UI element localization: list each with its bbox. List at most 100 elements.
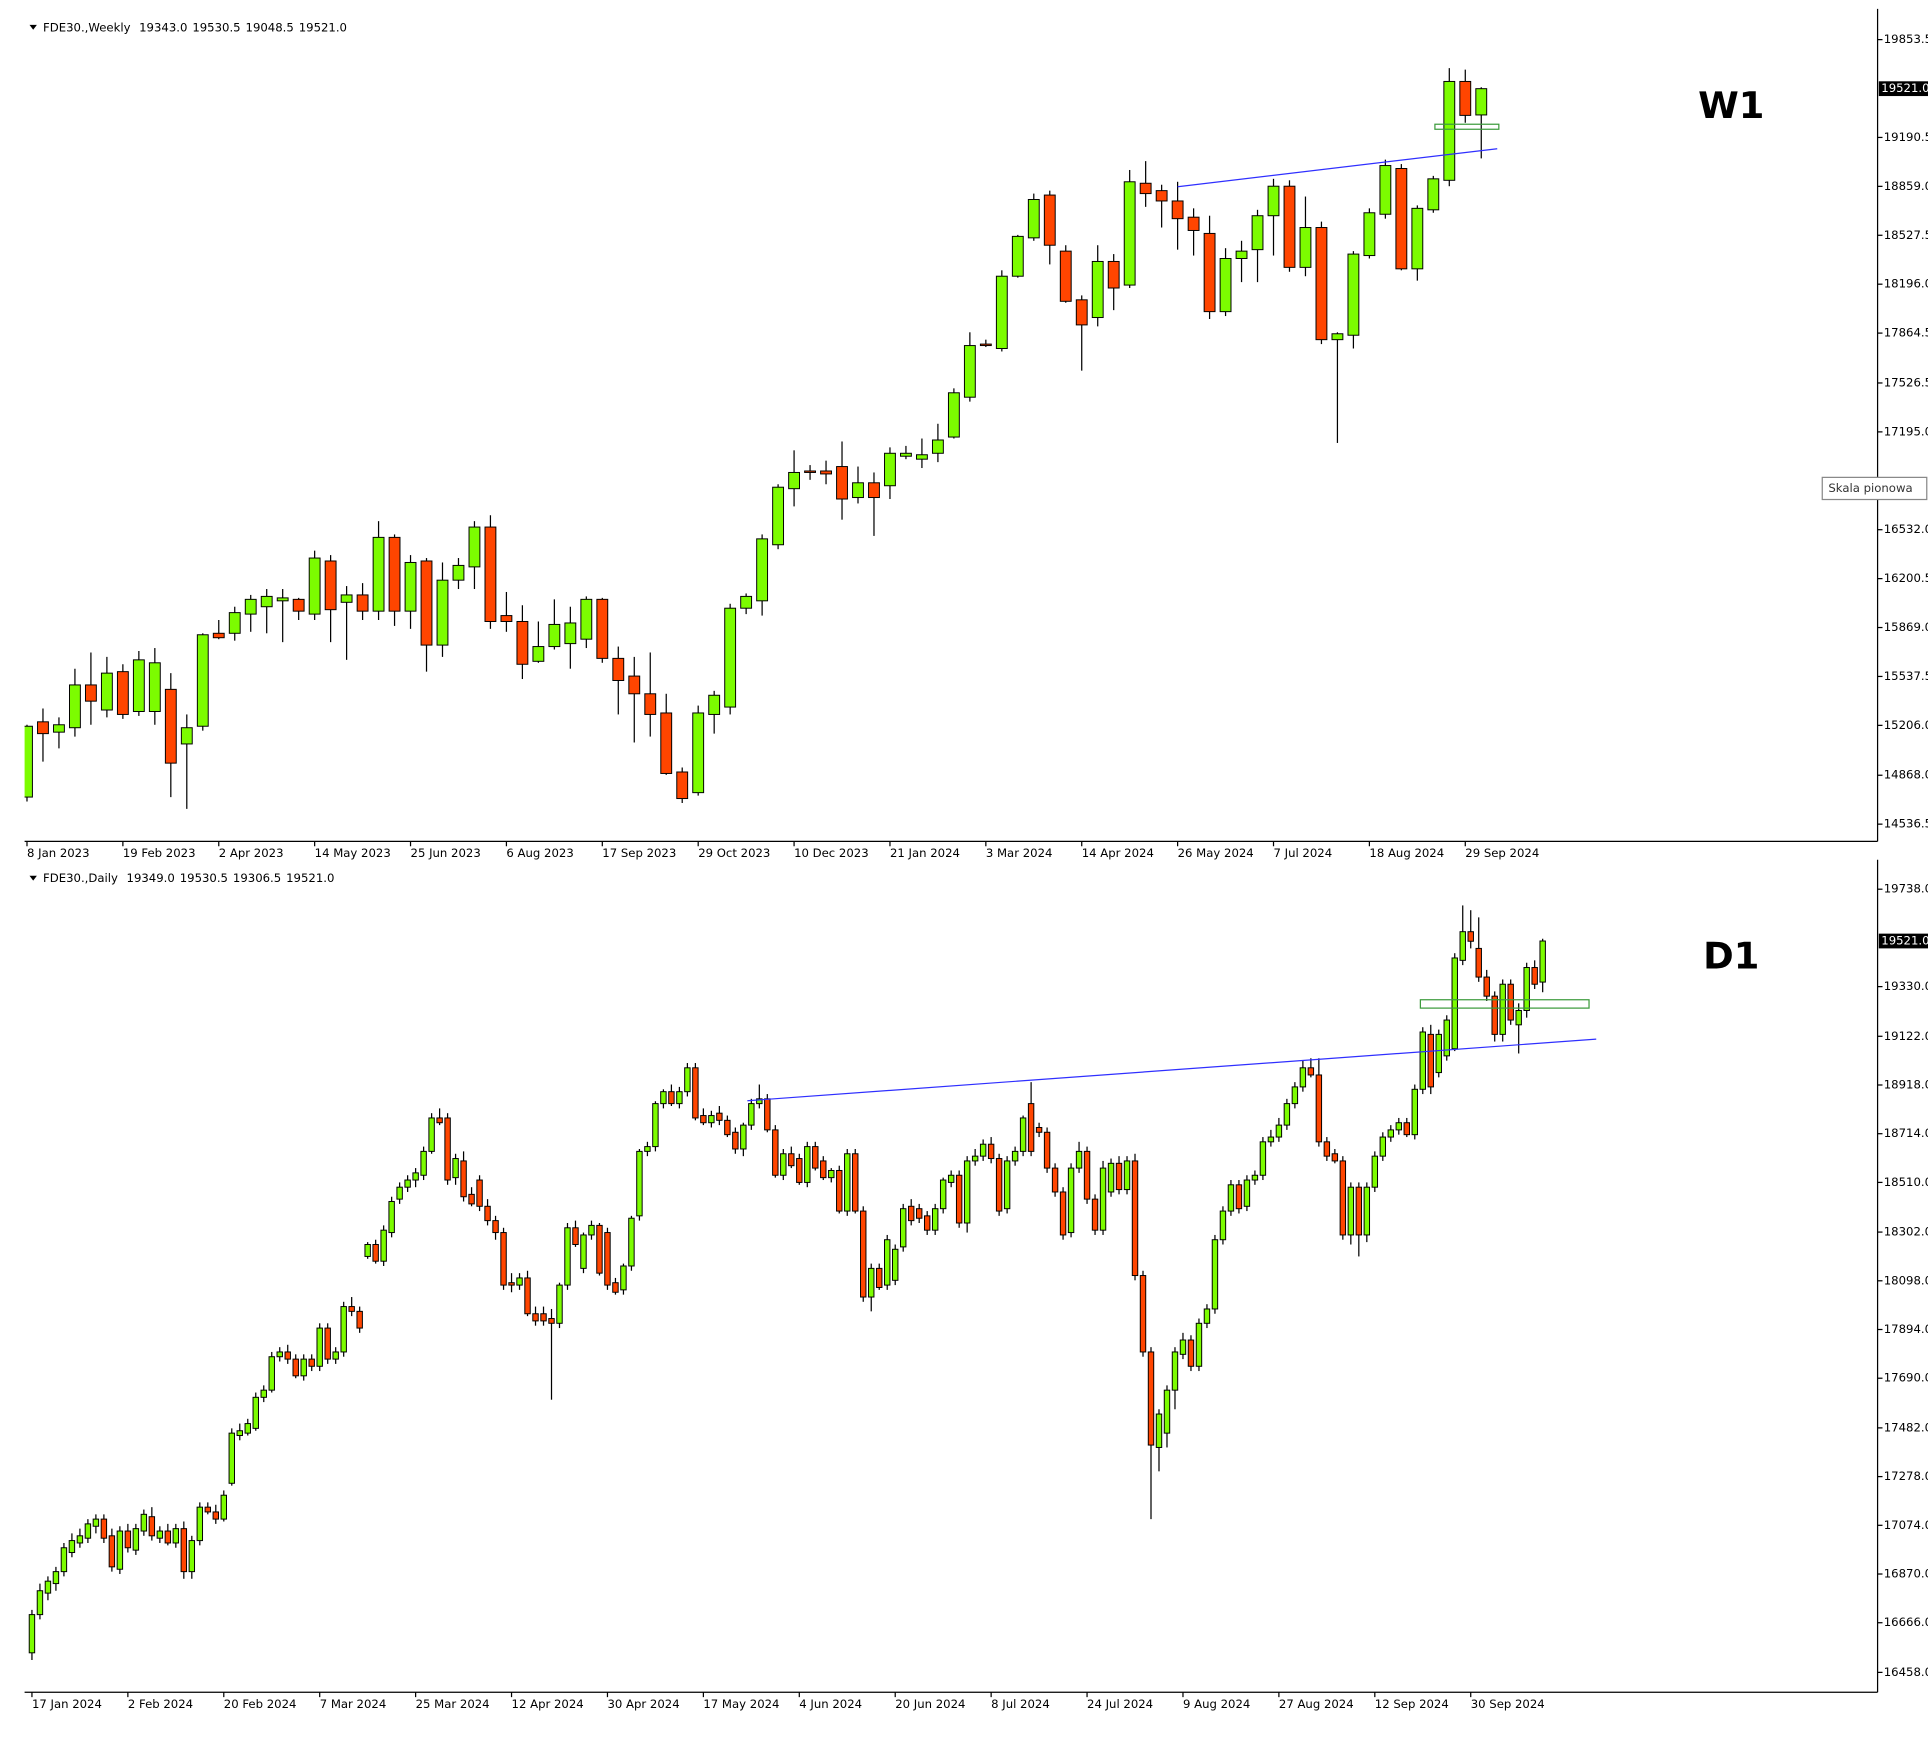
candle-body <box>324 560 337 611</box>
candle-body <box>1123 181 1136 286</box>
candle-body <box>963 1160 971 1224</box>
candle-body <box>876 1267 883 1288</box>
candle-body <box>1355 1186 1363 1236</box>
y-tick-label: 18510.0 <box>1884 1175 1928 1189</box>
candle-body <box>540 1313 547 1322</box>
candle-body <box>995 1158 1003 1212</box>
y-tick-label: 18196.0 <box>1884 277 1928 291</box>
candle-body <box>60 1547 68 1573</box>
candle-body <box>772 486 785 546</box>
candle-body <box>1283 1103 1291 1126</box>
price-zone <box>1419 999 1590 1009</box>
candle-body <box>1043 1131 1051 1169</box>
menu-triangle <box>29 24 37 30</box>
candle-body <box>852 1153 859 1212</box>
candle-body <box>1363 212 1376 257</box>
candle-body <box>1107 1162 1115 1193</box>
candle-body <box>516 620 529 665</box>
candle-body <box>1467 931 1474 942</box>
candle-body <box>308 1358 315 1367</box>
trendline <box>747 1038 1597 1102</box>
candle-body <box>404 561 417 612</box>
timeframe-label: D1 <box>1703 935 1759 978</box>
candle-body <box>900 1208 907 1248</box>
candle-body <box>140 1513 148 1532</box>
candle-body <box>1147 1351 1155 1446</box>
candle-body <box>1219 258 1232 313</box>
candle-body <box>548 623 561 648</box>
candle-body <box>740 1124 747 1150</box>
candle-body <box>1163 1389 1171 1434</box>
candle-body <box>1155 1413 1163 1448</box>
candle-body <box>404 1179 411 1188</box>
candle-body <box>756 538 769 602</box>
candle-body <box>764 1098 771 1131</box>
candle-body <box>1395 1122 1403 1131</box>
candle-body <box>987 1143 995 1160</box>
candle-body <box>1443 80 1456 181</box>
candle-body <box>740 595 753 609</box>
candle-body <box>836 1169 843 1212</box>
candle-body <box>1339 1160 1347 1236</box>
candle-body <box>1171 200 1184 220</box>
x-tick-label: 2 Feb 2024 <box>128 1697 193 1711</box>
candle-body <box>644 693 657 715</box>
candle-body <box>24 725 33 798</box>
candle-body <box>1331 333 1344 341</box>
y-tick-label: 18918.0 <box>1884 1077 1928 1091</box>
candle-body <box>612 1282 619 1293</box>
candle-body <box>220 1494 227 1520</box>
menu-triangle <box>29 875 37 881</box>
candle-body <box>1195 1322 1203 1367</box>
ohlc-value: 19530.5 <box>180 871 228 885</box>
x-tick-label: 17 Jan 2024 <box>32 1697 102 1711</box>
candle-body <box>1099 1167 1107 1231</box>
y-tick-label: 19738.0 <box>1884 882 1928 896</box>
tooltip-box <box>1821 476 1928 501</box>
candle-body <box>308 557 321 615</box>
y-tick-label: 17526.5 <box>1884 375 1928 389</box>
candle-body <box>1363 1186 1371 1236</box>
candle-body <box>836 466 848 500</box>
candle-body <box>1507 983 1514 1021</box>
candle-body <box>1523 967 1530 1011</box>
candle-body <box>820 1160 827 1179</box>
y-tick-label: 16666.0 <box>1884 1615 1928 1629</box>
candle-body <box>1371 1155 1379 1188</box>
candle-body <box>260 1389 267 1398</box>
candle-body <box>1459 80 1472 116</box>
candle-body <box>476 1179 483 1207</box>
candle-body <box>588 1224 595 1236</box>
candle-body <box>76 1535 84 1544</box>
ohlc-value: 19521.0 <box>286 871 334 885</box>
x-tick-label: 8 Jul 2024 <box>991 1697 1050 1711</box>
candle-body <box>844 1153 851 1212</box>
candle-body <box>1027 198 1040 239</box>
candle-body <box>436 579 449 646</box>
candle-body <box>244 598 257 615</box>
candle-body <box>1283 185 1296 268</box>
candle-body <box>108 1535 116 1568</box>
candle-body <box>1499 983 1506 1035</box>
candle-body <box>716 1112 723 1121</box>
candle-body <box>1203 232 1216 313</box>
candle-body <box>788 1153 795 1167</box>
tooltip-text: Skala pionowa <box>1828 481 1912 495</box>
ohlc-value: 19521.0 <box>299 20 347 34</box>
candle-body <box>372 1244 379 1262</box>
candle-body <box>1243 1179 1251 1207</box>
candle-body <box>1067 1167 1075 1234</box>
candle-body <box>348 1306 355 1312</box>
candle-body <box>164 688 177 764</box>
candle-body <box>884 452 896 487</box>
candle-body <box>436 1117 443 1124</box>
candle-body <box>971 1155 979 1162</box>
x-tick-label: 29 Sep 2024 <box>1465 846 1539 860</box>
candle-body <box>1347 253 1360 336</box>
y-tick-label: 19122.0 <box>1884 1029 1928 1043</box>
candle-body <box>148 662 161 712</box>
candle-body <box>212 632 225 639</box>
candle-body <box>180 727 193 745</box>
candle-body <box>1083 1150 1091 1200</box>
